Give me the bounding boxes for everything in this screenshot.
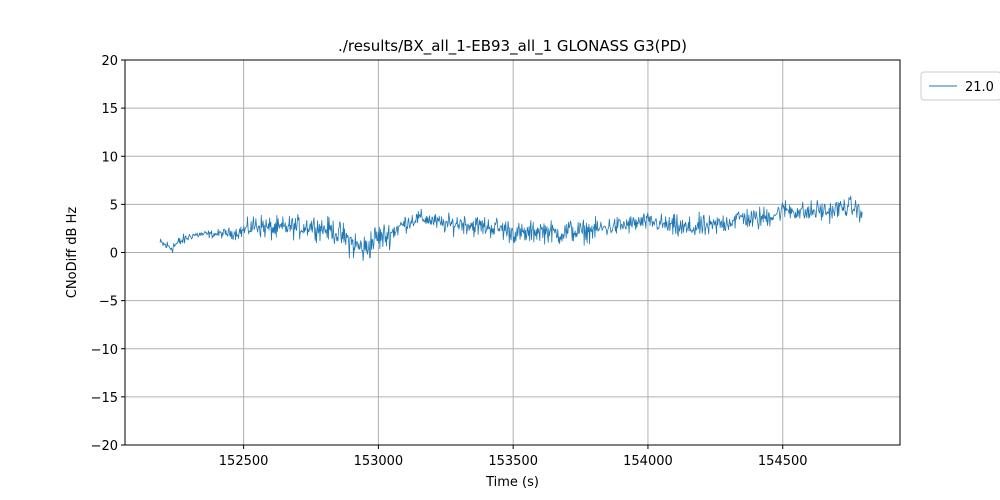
series-layer <box>159 195 863 261</box>
legend-box <box>920 71 1000 101</box>
y-tick-label: −10 <box>91 343 118 358</box>
y-tick-label: 5 <box>110 198 118 213</box>
x-tick-label: 153500 <box>488 454 538 469</box>
x-tick-label: 154500 <box>758 454 808 469</box>
legend-label-series-1: 21.0 <box>965 80 994 95</box>
legend: 21.0 <box>920 71 1000 101</box>
y-tick-label: −5 <box>99 295 118 310</box>
chart-title: ./results/BX_all_1-EB93_all_1 GLONASS G3… <box>338 37 687 56</box>
x-tick-label: 154000 <box>623 454 673 469</box>
y-tick-label: 15 <box>101 102 118 117</box>
x-axis-label: Time (s) <box>485 475 539 490</box>
y-tick-label: 20 <box>101 54 118 69</box>
grid <box>125 59 900 446</box>
y-axis-label: CNoDiff dB Hz <box>65 207 80 299</box>
x-tick-label: 152500 <box>219 454 269 469</box>
ticks: 152500 153000 153500 154000 154500 −20 −15 −10 −… <box>91 54 808 469</box>
y-tick-label: 0 <box>110 247 118 262</box>
y-tick-label: −15 <box>91 391 118 406</box>
x-tick-label: 153000 <box>354 454 404 469</box>
y-tick-label: −20 <box>91 439 118 454</box>
y-tick-label: 10 <box>101 150 118 165</box>
series-line-1 <box>159 195 863 261</box>
